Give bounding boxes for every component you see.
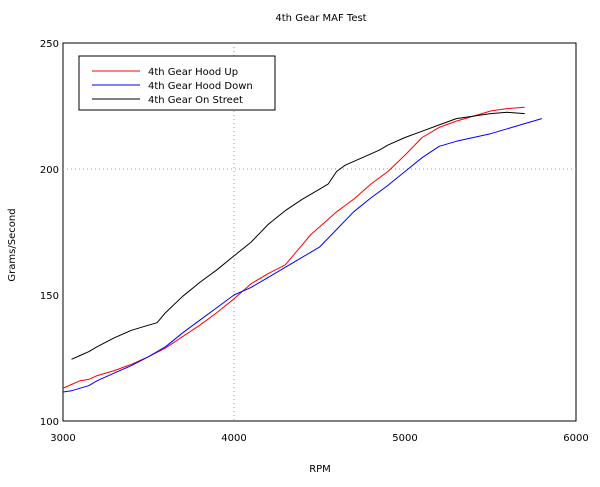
- plot-area: [62, 42, 577, 422]
- series-line-2: [62, 118, 542, 393]
- y-tick-label: 250: [40, 39, 59, 50]
- legend-label-3: 4th Gear On Street: [148, 95, 243, 106]
- legend-label-1: 4th Gear Hood Up: [148, 67, 238, 78]
- y-axis-label: Grams/Second: [7, 208, 18, 281]
- chart-title: 4th Gear MAF Test: [275, 13, 366, 24]
- legend-label-2: 4th Gear Hood Down: [148, 81, 253, 92]
- series-line-1: [62, 106, 525, 389]
- legend: 4th Gear Hood Up 4th Gear Hood Down 4th Ge…: [78, 55, 276, 111]
- series-lines: [62, 106, 542, 393]
- x-axis-label: RPM: [309, 464, 331, 475]
- y-tick-label: 150: [40, 291, 59, 302]
- x-tick-label: 4000: [221, 433, 246, 444]
- legend-box: [78, 55, 276, 111]
- grid-lines: [63, 43, 576, 421]
- x-tick-label: 6000: [563, 433, 588, 444]
- x-tick-label: 3000: [50, 433, 75, 444]
- y-tick-label: 100: [40, 417, 59, 428]
- y-tick-label: 200: [40, 165, 59, 176]
- x-tick-label: 5000: [392, 433, 417, 444]
- axis-ticks: 3000 4000 5000 6000 100 150 200 250: [40, 39, 589, 444]
- series-line-3: [71, 111, 525, 360]
